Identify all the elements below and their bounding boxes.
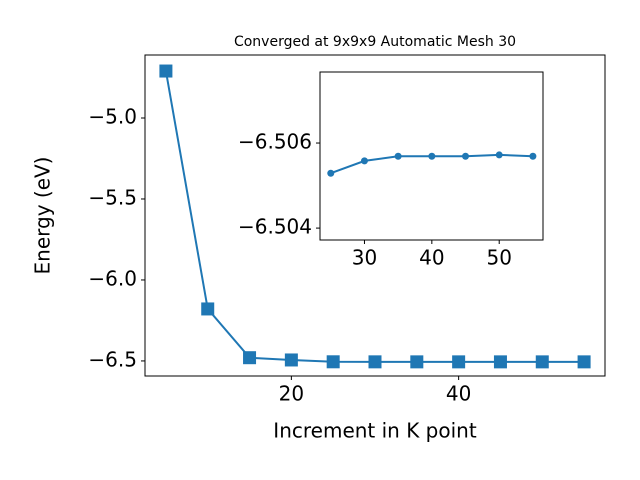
y-tick-label: −6.0 (88, 266, 137, 290)
marker (529, 152, 537, 160)
y-tick-label: −5.5 (88, 185, 137, 209)
marker (284, 353, 298, 367)
marker (452, 355, 466, 369)
x-axis-label: Increment in K point (273, 419, 477, 443)
y-axis-label: Energy (eV) (31, 157, 55, 275)
marker (326, 355, 340, 369)
marker (394, 152, 402, 160)
x-tick-label: 40 (419, 246, 444, 270)
marker (360, 157, 368, 165)
marker (327, 169, 335, 177)
chart-title: Converged at 9x9x9 Automatic Mesh 30 (234, 34, 516, 50)
marker (410, 355, 424, 369)
y-tick-label: −6.506 (238, 130, 312, 154)
y-tick-label: −6.504 (238, 215, 312, 239)
marker (243, 351, 257, 365)
marker (462, 152, 470, 160)
x-tick-label: 30 (352, 246, 377, 270)
marker (201, 302, 215, 316)
marker (577, 355, 591, 369)
marker (535, 355, 549, 369)
y-tick-label: −6.5 (88, 347, 137, 371)
x-tick-label: 20 (279, 382, 304, 406)
marker (159, 64, 173, 78)
marker (368, 355, 382, 369)
x-tick-label: 50 (486, 246, 511, 270)
y-tick-label: −5.0 (88, 105, 137, 129)
marker (428, 152, 436, 160)
x-tick-label: 40 (446, 382, 471, 406)
marker (495, 151, 503, 159)
marker (493, 355, 507, 369)
